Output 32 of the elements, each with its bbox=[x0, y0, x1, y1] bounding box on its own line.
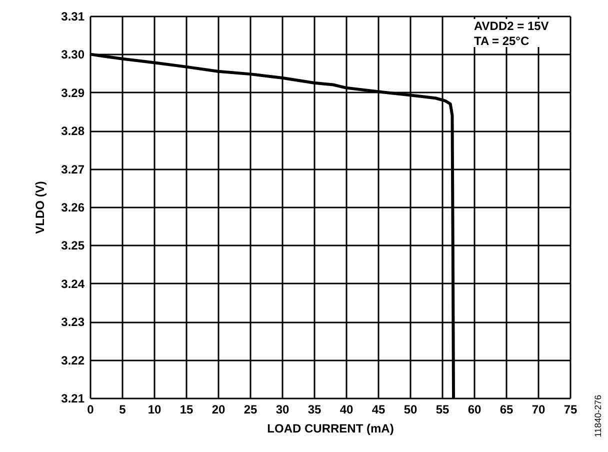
y-tick-label: 3.30 bbox=[61, 48, 85, 62]
y-tick-label: 3.27 bbox=[61, 162, 85, 176]
x-axis-title: LOAD CURRENT (mA) bbox=[267, 422, 394, 436]
x-tick-label: 15 bbox=[180, 402, 194, 416]
y-tick-label: 3.25 bbox=[61, 238, 85, 253]
x-tick-label: 20 bbox=[212, 402, 226, 416]
x-tick-label: 5 bbox=[119, 402, 126, 416]
x-tick-label: 25 bbox=[244, 402, 258, 416]
y-tick-label: 3.21 bbox=[61, 392, 85, 406]
x-tick-label: 50 bbox=[404, 402, 418, 416]
x-tick-label: 75 bbox=[564, 402, 578, 416]
y-tick-label: 3.24 bbox=[61, 276, 85, 291]
y-tick-label: 3.31 bbox=[61, 10, 85, 24]
x-tick-label: 35 bbox=[308, 402, 322, 416]
x-tick-label: 10 bbox=[148, 402, 162, 416]
x-tick-label: 0 bbox=[87, 402, 94, 416]
x-tick-label: 40 bbox=[340, 402, 354, 416]
x-tick-label: 60 bbox=[468, 402, 482, 416]
x-tick-label: 55 bbox=[436, 402, 450, 416]
y-tick-label: 3.23 bbox=[61, 315, 85, 330]
annotation: TA = 25°C bbox=[474, 34, 530, 48]
y-tick-label: 3.26 bbox=[61, 200, 85, 214]
y-tick-label: 3.28 bbox=[61, 124, 85, 138]
y-axis-title: VLDO (V) bbox=[33, 181, 48, 234]
y-tick-label: 3.29 bbox=[61, 86, 85, 100]
x-tick-label: 45 bbox=[372, 402, 386, 416]
x-tick-label: 65 bbox=[500, 402, 514, 416]
text: 11840-276 bbox=[593, 394, 603, 438]
annotation: AVDD2 = 15V bbox=[474, 19, 549, 33]
y-tick-label: 3.22 bbox=[61, 353, 85, 368]
x-tick-label: 70 bbox=[532, 402, 546, 416]
x-tick-label: 30 bbox=[276, 402, 290, 416]
